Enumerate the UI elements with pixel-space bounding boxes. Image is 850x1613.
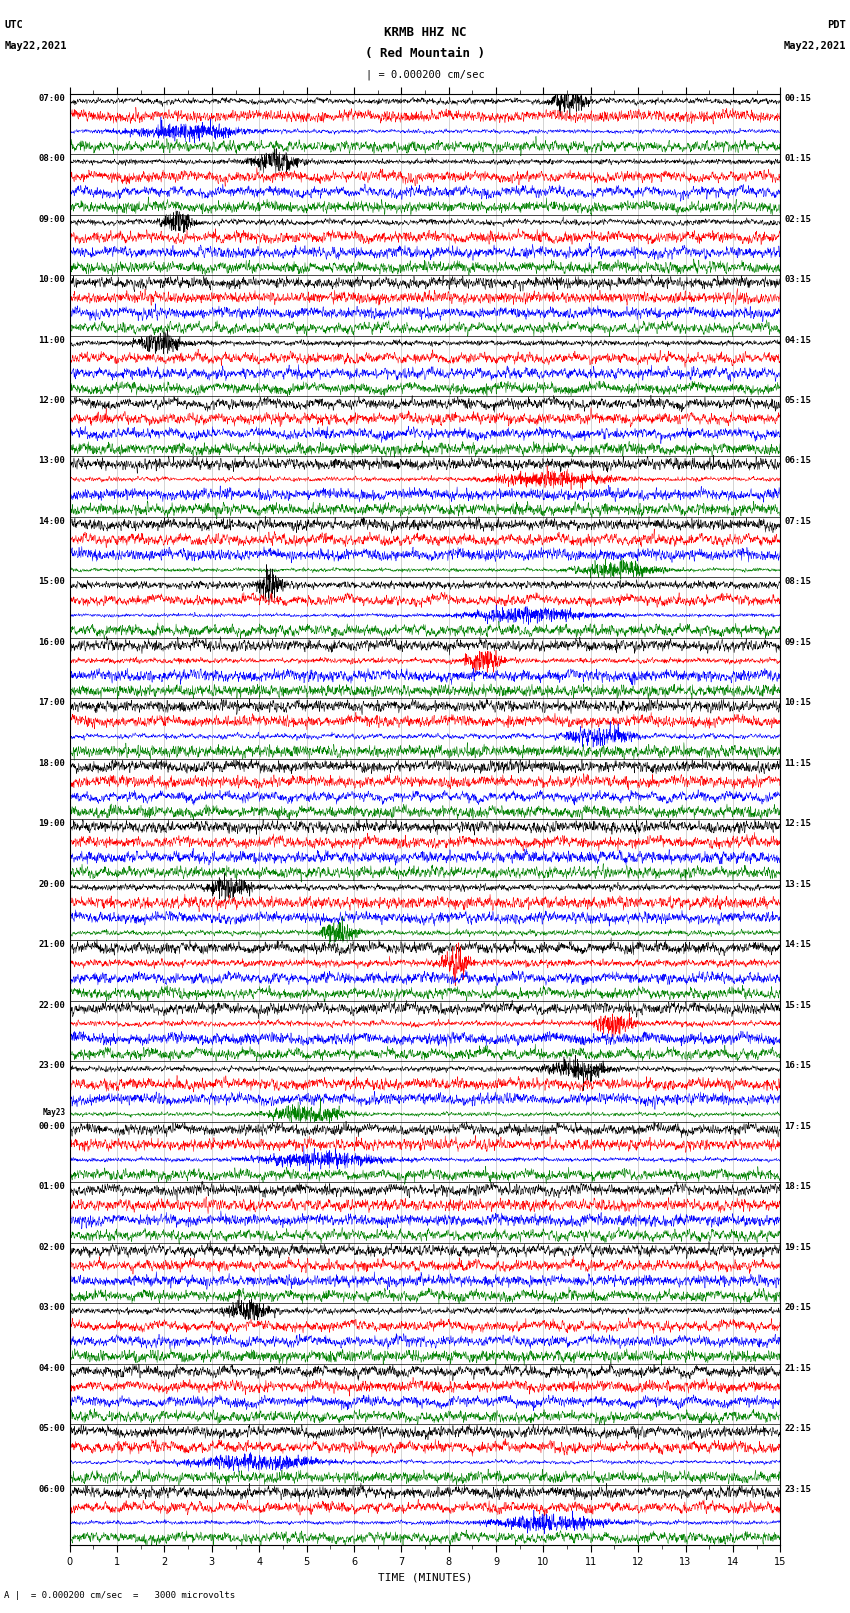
Text: 23:00: 23:00 [38, 1061, 65, 1071]
Text: 16:15: 16:15 [785, 1061, 812, 1071]
Text: 15:00: 15:00 [38, 577, 65, 587]
Text: UTC: UTC [4, 19, 23, 29]
Text: 01:00: 01:00 [38, 1182, 65, 1192]
Text: 05:00: 05:00 [38, 1424, 65, 1434]
Text: 12:00: 12:00 [38, 397, 65, 405]
Text: 22:00: 22:00 [38, 1000, 65, 1010]
Text: 21:00: 21:00 [38, 940, 65, 950]
Text: 00:15: 00:15 [785, 94, 812, 103]
Text: 15:15: 15:15 [785, 1000, 812, 1010]
Text: 00:00: 00:00 [38, 1123, 65, 1131]
Text: PDT: PDT [827, 19, 846, 29]
Text: May23: May23 [42, 1108, 65, 1118]
Text: 18:00: 18:00 [38, 758, 65, 768]
Text: A |  = 0.000200 cm/sec  =   3000 microvolts: A | = 0.000200 cm/sec = 3000 microvolts [4, 1590, 235, 1600]
Text: May22,2021: May22,2021 [4, 40, 67, 50]
Text: 20:15: 20:15 [785, 1303, 812, 1313]
Text: | = 0.000200 cm/sec: | = 0.000200 cm/sec [366, 69, 484, 81]
Text: 17:15: 17:15 [785, 1123, 812, 1131]
Text: 07:00: 07:00 [38, 94, 65, 103]
Text: 09:00: 09:00 [38, 215, 65, 224]
Text: 18:15: 18:15 [785, 1182, 812, 1192]
Text: 23:15: 23:15 [785, 1486, 812, 1494]
Text: 20:00: 20:00 [38, 881, 65, 889]
Text: ( Red Mountain ): ( Red Mountain ) [365, 47, 485, 60]
Text: 12:15: 12:15 [785, 819, 812, 829]
Text: 05:15: 05:15 [785, 397, 812, 405]
Text: 04:15: 04:15 [785, 336, 812, 345]
Text: 17:00: 17:00 [38, 698, 65, 708]
Text: 21:15: 21:15 [785, 1365, 812, 1373]
Text: May22,2021: May22,2021 [783, 40, 846, 50]
Text: 22:15: 22:15 [785, 1424, 812, 1434]
Text: 06:15: 06:15 [785, 456, 812, 466]
Text: 13:00: 13:00 [38, 456, 65, 466]
Text: 09:15: 09:15 [785, 637, 812, 647]
Text: 10:15: 10:15 [785, 698, 812, 708]
Text: 14:00: 14:00 [38, 518, 65, 526]
Text: 02:15: 02:15 [785, 215, 812, 224]
Text: 11:15: 11:15 [785, 758, 812, 768]
Text: 11:00: 11:00 [38, 336, 65, 345]
Text: 10:00: 10:00 [38, 276, 65, 284]
Text: 19:15: 19:15 [785, 1242, 812, 1252]
Text: 04:00: 04:00 [38, 1365, 65, 1373]
Text: 14:15: 14:15 [785, 940, 812, 950]
Text: 02:00: 02:00 [38, 1242, 65, 1252]
Text: 08:00: 08:00 [38, 155, 65, 163]
Text: 03:00: 03:00 [38, 1303, 65, 1313]
Text: 06:00: 06:00 [38, 1486, 65, 1494]
Text: KRMB HHZ NC: KRMB HHZ NC [383, 26, 467, 39]
Text: 16:00: 16:00 [38, 637, 65, 647]
Text: 13:15: 13:15 [785, 881, 812, 889]
Text: 01:15: 01:15 [785, 155, 812, 163]
Text: 19:00: 19:00 [38, 819, 65, 829]
Text: 03:15: 03:15 [785, 276, 812, 284]
X-axis label: TIME (MINUTES): TIME (MINUTES) [377, 1573, 473, 1582]
Text: 08:15: 08:15 [785, 577, 812, 587]
Text: 07:15: 07:15 [785, 518, 812, 526]
